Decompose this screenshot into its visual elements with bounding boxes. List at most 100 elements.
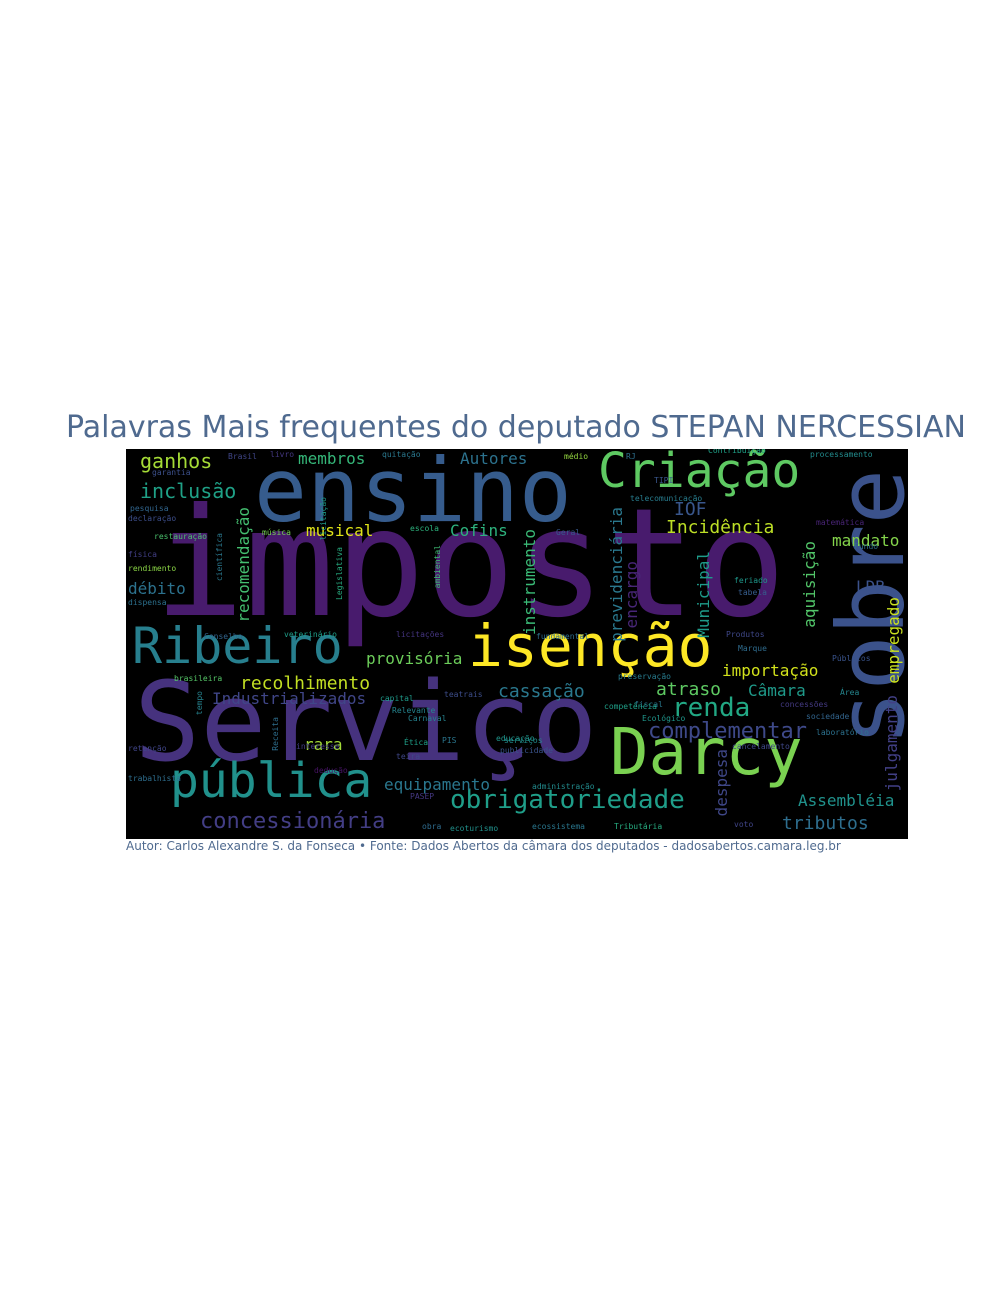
cloud-word: atraso [656, 679, 722, 700]
cloud-word: voto [734, 820, 754, 829]
cloud-word: complementar [648, 719, 807, 744]
cloud-word: escola [410, 524, 439, 533]
cloud-word: declaração [128, 514, 177, 523]
cloud-word: rara [304, 735, 343, 754]
cloud-word: teira [396, 752, 421, 761]
cloud-word: médio [564, 452, 589, 461]
cloud-word: Câmara [748, 681, 806, 700]
cloud-word: obra [422, 822, 442, 831]
cloud-word: publicidade [500, 746, 553, 755]
cloud-word: física [128, 550, 157, 559]
cloud-word: matemática [816, 518, 865, 527]
cloud-word: Geral [556, 528, 581, 537]
cloud-word: Darcy [610, 716, 803, 790]
cloud-word: rendimento [128, 564, 177, 573]
cloud-word: despesa [712, 749, 731, 817]
cloud-word: isenção [468, 612, 713, 680]
cloud-word: RJ [626, 452, 636, 461]
cloud-word: débito [128, 579, 186, 598]
cloud-word: quitação [382, 450, 421, 459]
cloud-word: Autores [460, 449, 528, 468]
word-cloud: imposto Serviço ensino sobre Darcy isenção Cri… [126, 449, 908, 839]
cloud-word: cancelamento [732, 742, 790, 751]
cloud-word: importação [722, 661, 819, 680]
cloud-word: membros [298, 449, 366, 468]
cloud-word: música [262, 528, 291, 537]
page-title: Palavras Mais frequentes do deputado STE… [66, 410, 966, 445]
cloud-word: musical [306, 521, 374, 540]
cloud-word: licitações [396, 630, 445, 639]
source-caption: Autor: Carlos Alexandre S. da Fonseca • … [126, 839, 841, 853]
cloud-word: livro [270, 450, 295, 459]
cloud-word: provisória [366, 649, 463, 668]
cloud-word: sociedade [806, 712, 850, 721]
cloud-word: Criação [598, 449, 801, 499]
cloud-word: fundamental [536, 632, 589, 641]
cloud-word: cassação [498, 681, 585, 702]
cloud-word: tempo [195, 691, 204, 716]
cloud-word: Contribuição [708, 449, 766, 455]
cloud-word: Industrializados [212, 689, 367, 708]
cloud-word: encargo [622, 561, 641, 629]
cloud-word: ganhos [140, 449, 213, 473]
cloud-word: feriado [734, 576, 768, 585]
cloud-word: pesquisa [130, 504, 169, 513]
cloud-word: Fundo [854, 542, 879, 551]
cloud-word: Incidência [666, 517, 775, 538]
cloud-word: recomendação [234, 507, 253, 623]
cloud-word: TIPI [654, 476, 674, 485]
cloud-word: tabela [738, 588, 767, 597]
cloud-word: Relevante [392, 706, 436, 715]
cloud-word: veterinário [284, 630, 337, 639]
cloud-word: Municipal [694, 551, 713, 638]
cloud-word: equipamento [384, 775, 490, 794]
cloud-word: serviços [504, 736, 543, 745]
cloud-word: ecossistema [532, 822, 585, 831]
cloud-word: PASEP [410, 792, 435, 801]
cloud-word: Produtos [726, 630, 765, 639]
cloud-word: Ética [404, 738, 429, 747]
cloud-word: concessões [780, 700, 829, 709]
cloud-word: Área [840, 688, 860, 697]
cloud-word: Marque [738, 644, 767, 653]
cloud-word: Ecológico [642, 714, 686, 723]
cloud-word: laboratório [816, 728, 869, 737]
cloud-word: Ribeiro [132, 617, 343, 675]
cloud-word: Públicos [832, 654, 871, 663]
cloud-word: ambiental [433, 545, 442, 589]
cloud-word: retenção [128, 744, 167, 753]
cloud-word: administração [532, 782, 595, 791]
cloud-word: capital [380, 694, 414, 703]
cloud-word: aquisição [800, 541, 819, 628]
cloud-word: ensino [254, 449, 572, 542]
cloud-word: brasileira [174, 674, 223, 683]
cloud-word: instrumento [520, 529, 539, 635]
cloud-word: dispensa [128, 598, 167, 607]
cloud-word: fiscal [634, 700, 663, 709]
cloud-word: trabalhista [128, 774, 181, 783]
cloud-word: Cofins [450, 521, 508, 540]
cloud-word: tributos [782, 813, 869, 834]
cloud-word: educação [496, 734, 535, 743]
cloud-word: interesse [296, 742, 340, 751]
cloud-word: competência [604, 702, 657, 711]
cloud-word: IOF [674, 499, 707, 520]
cloud-word: Serviço [134, 658, 598, 786]
cloud-word: Legislativa [335, 547, 344, 600]
cloud-word: Carnaval [408, 714, 447, 723]
cloud-word: telecomunicação [630, 494, 703, 503]
cloud-word: imposto [154, 477, 787, 651]
cloud-word: empregado [884, 597, 903, 684]
cloud-word: renda [672, 693, 751, 723]
cloud-word: restauração [154, 532, 207, 541]
cloud-word: garantia [152, 468, 191, 477]
cloud-word: ecoturismo [450, 824, 499, 833]
cloud-word: licitação [319, 497, 328, 541]
cloud-word: mandato [832, 531, 900, 550]
cloud-word: recolhimento [240, 673, 371, 694]
cloud-word: científica [215, 533, 224, 582]
cloud-word: pública [170, 753, 373, 809]
cloud-word: dedução [314, 766, 348, 775]
cloud-word: inclusão [140, 479, 237, 503]
cloud-word: Conselho [204, 632, 243, 641]
